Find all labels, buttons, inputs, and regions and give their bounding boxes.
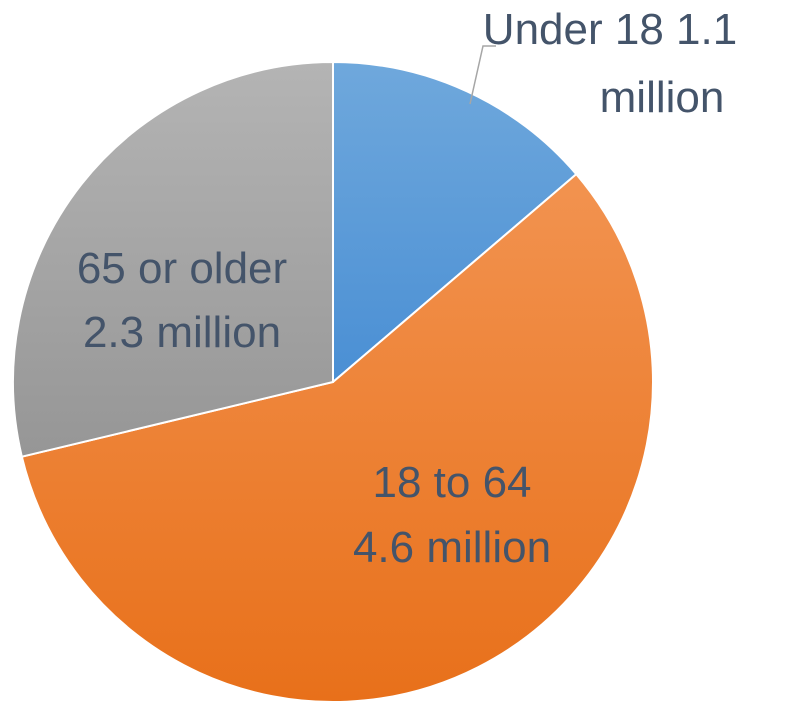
slice-18-to-64 (20, 172, 654, 702)
slice-labels: Under 18 1.1 million 18 to 64 4.6 millio… (77, 5, 737, 572)
slice-65-or-older (12, 60, 334, 458)
leader-line-under-18 (469, 45, 496, 105)
slice-label-18-to-64-line2: 4.6 million (353, 523, 551, 572)
slice-under-18 (332, 60, 578, 385)
slice-label-under-18-line2: million (600, 73, 725, 122)
leader-lines (469, 45, 496, 105)
slice-label-18-to-64-line1: 18 to 64 (372, 458, 531, 507)
pie-slices (12, 60, 654, 702)
slice-label-65-or-older-line2: 2.3 million (83, 308, 281, 357)
slice-label-65-or-older-line1: 65 or older (77, 244, 287, 293)
slice-label-under-18-line1: Under 18 1.1 (483, 5, 737, 54)
